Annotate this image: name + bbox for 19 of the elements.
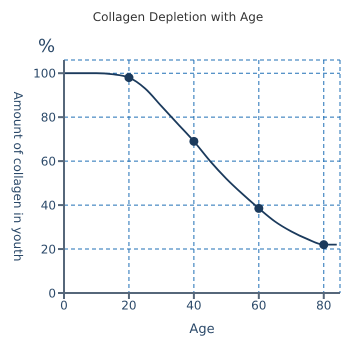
y-tick-label: 100 (33, 66, 56, 80)
x-tick-label: 20 (121, 298, 137, 313)
y-tick-label: 40 (40, 198, 56, 212)
y-tick-label: 0 (48, 286, 56, 300)
x-axis-title: Age (189, 322, 215, 337)
y-axis-title: Amount of collagen in youth (10, 92, 25, 262)
x-tick-label: 80 (316, 298, 332, 313)
x-tick-label: 60 (251, 298, 266, 313)
point (319, 240, 328, 250)
x-tick-label: 0 (60, 298, 68, 313)
text: % (38, 36, 56, 57)
y-tick-label: 60 (40, 154, 56, 168)
point (189, 136, 198, 146)
y-tick-label: 20 (40, 242, 56, 256)
chart-title: Collagen Depletion with Age (92, 10, 264, 24)
point (254, 204, 264, 213)
y-tick-label: 80 (40, 110, 56, 124)
point (124, 73, 134, 82)
x-tick-label: 40 (186, 298, 202, 313)
